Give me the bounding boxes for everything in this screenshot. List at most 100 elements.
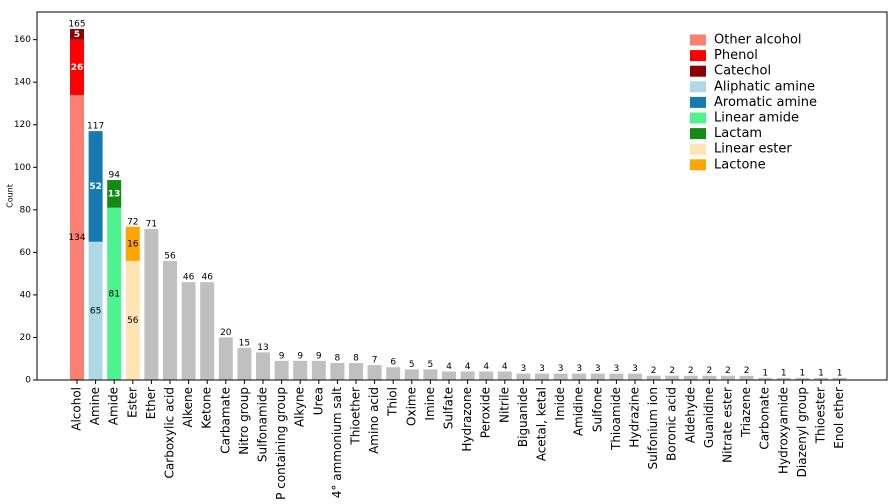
total-label: 3 bbox=[632, 364, 638, 374]
legend-label: Aliphatic amine bbox=[714, 79, 815, 94]
x-tick-label: Hydrazine bbox=[628, 387, 642, 448]
y-tick-label: 140 bbox=[14, 78, 31, 88]
bar-segment bbox=[776, 377, 791, 380]
total-label: 13 bbox=[257, 343, 268, 353]
bar-segment bbox=[125, 260, 140, 380]
x-tick-label: Ketone bbox=[200, 387, 214, 429]
x-tick-label: P containing group bbox=[274, 387, 288, 500]
x-tick-label: Oxime bbox=[404, 387, 418, 426]
total-label: 2 bbox=[651, 366, 657, 376]
total-label: 3 bbox=[521, 364, 527, 374]
bar-segment bbox=[181, 282, 196, 380]
total-label: 8 bbox=[353, 353, 359, 363]
total-label: 4 bbox=[446, 362, 452, 372]
x-tick-label: Imine bbox=[423, 387, 437, 421]
x-tick-label: Hydrazone bbox=[460, 387, 474, 452]
x-tick-label: Carbonate bbox=[758, 387, 772, 450]
y-axis-label: Count bbox=[6, 184, 15, 208]
bar-segment bbox=[665, 375, 680, 380]
total-label: 8 bbox=[335, 353, 341, 363]
bar-segment bbox=[758, 377, 773, 380]
total-label: 1 bbox=[818, 368, 824, 378]
bar-segment bbox=[609, 373, 624, 380]
x-tick-label: Enol ether bbox=[832, 387, 846, 449]
x-tick-label: Nitrile bbox=[497, 387, 511, 423]
legend-swatch bbox=[690, 34, 706, 46]
legend-swatch bbox=[690, 112, 706, 124]
total-label: 2 bbox=[669, 366, 675, 376]
y-tick-label: 0 bbox=[25, 376, 31, 386]
bar-segment bbox=[330, 362, 345, 380]
bar-segment bbox=[218, 337, 233, 380]
x-tick-label: Aldehyde bbox=[683, 387, 697, 443]
x-tick-label: Alkyne bbox=[293, 387, 307, 427]
x-tick-label: Sulfate bbox=[442, 387, 456, 429]
bar-segment bbox=[535, 373, 549, 380]
y-tick-label: 160 bbox=[14, 35, 31, 45]
total-label: 1 bbox=[781, 368, 787, 378]
x-tick-label: Peroxide bbox=[479, 387, 493, 438]
total-label: 72 bbox=[127, 217, 138, 227]
bar-segment bbox=[814, 377, 828, 380]
bar-segment bbox=[683, 375, 698, 380]
x-tick-label: Acetal, ketal bbox=[535, 387, 549, 461]
total-label: 15 bbox=[239, 339, 250, 349]
x-tick-label: Amino acid bbox=[367, 387, 381, 454]
x-tick-label: Carboxylic acid bbox=[163, 387, 177, 478]
bar-segment bbox=[274, 360, 289, 380]
bar-segment bbox=[553, 373, 568, 380]
bar-segment bbox=[721, 375, 735, 380]
bar-segment bbox=[88, 131, 103, 242]
x-tick-label: Amine bbox=[88, 387, 102, 425]
bar-segment bbox=[144, 228, 159, 380]
legend-swatch bbox=[690, 96, 706, 108]
legend-label: Other alcohol bbox=[714, 33, 802, 48]
x-tick-label: Biguanide bbox=[516, 387, 530, 447]
legend-label: Phenol bbox=[714, 48, 758, 63]
x-tick-label: Triazene bbox=[739, 387, 753, 438]
segment-label: 65 bbox=[90, 306, 101, 316]
bar-segment bbox=[628, 373, 642, 380]
total-label: 3 bbox=[558, 364, 564, 374]
total-label: 2 bbox=[725, 366, 731, 376]
total-label: 94 bbox=[108, 171, 120, 181]
segment-label: 56 bbox=[127, 316, 139, 326]
x-tick-label: Amide bbox=[107, 387, 121, 425]
legend-label: Lactam bbox=[714, 126, 762, 141]
x-tick-label: Thioether bbox=[349, 387, 363, 446]
total-label: 71 bbox=[146, 219, 157, 229]
total-label: 3 bbox=[595, 364, 601, 374]
x-tick-label: Sulfonium ion bbox=[646, 387, 660, 469]
total-label: 3 bbox=[614, 364, 620, 374]
segment-label: 5 bbox=[74, 30, 80, 40]
bar-segment bbox=[795, 377, 810, 380]
total-label: 56 bbox=[164, 251, 176, 261]
x-tick-label: Sulfone bbox=[590, 387, 604, 432]
total-label: 5 bbox=[428, 360, 434, 370]
bar-segment bbox=[200, 282, 215, 380]
total-label: 6 bbox=[390, 358, 396, 368]
x-tick-label: 4° ammonium salt bbox=[330, 387, 344, 499]
x-tick-label: Imide bbox=[553, 387, 567, 421]
legend-swatch bbox=[690, 128, 706, 140]
segment-label: 16 bbox=[127, 239, 139, 249]
total-label: 117 bbox=[87, 122, 104, 132]
total-label: 3 bbox=[576, 364, 582, 374]
total-label: 1 bbox=[762, 368, 768, 378]
total-label: 9 bbox=[279, 351, 285, 361]
bar-segment bbox=[70, 39, 84, 95]
bar-segment bbox=[293, 360, 308, 380]
bar-segment bbox=[646, 375, 661, 380]
total-label: 46 bbox=[183, 273, 195, 283]
bar-segment bbox=[516, 373, 531, 380]
bar-segment bbox=[88, 241, 103, 380]
x-tick-label: Ether bbox=[144, 387, 158, 419]
y-tick-label: 40 bbox=[20, 290, 32, 300]
segment-label: 26 bbox=[71, 63, 84, 73]
bar-segment bbox=[70, 29, 84, 40]
bar-segment bbox=[423, 369, 438, 380]
segment-label: 52 bbox=[89, 182, 102, 192]
bar-segment bbox=[497, 371, 512, 380]
total-label: 4 bbox=[502, 362, 508, 372]
x-tick-label: Guanidine bbox=[702, 387, 716, 448]
